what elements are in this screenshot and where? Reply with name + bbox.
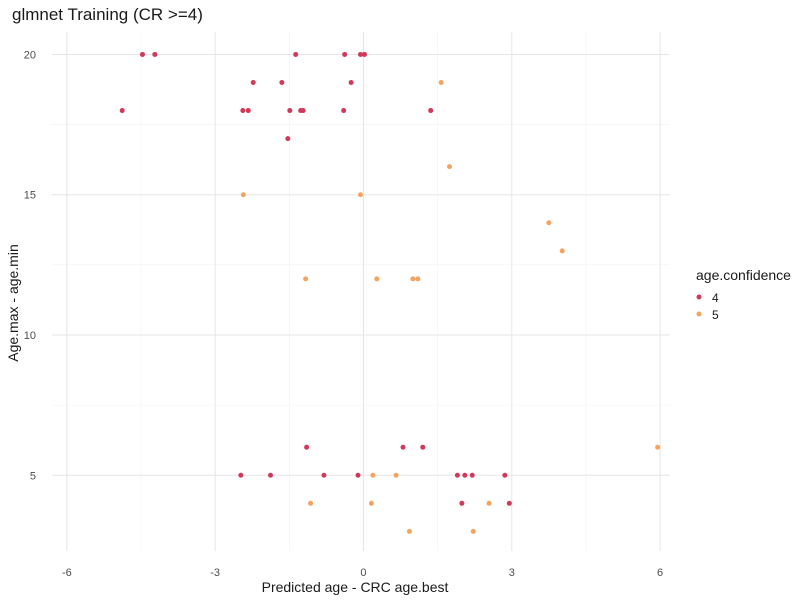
legend-marker-series-5: [696, 311, 702, 317]
data-point-series-5: [393, 472, 399, 478]
data-point-series-5: [308, 500, 314, 506]
data-point-series-4: [279, 79, 285, 85]
data-point-series-4: [361, 51, 367, 57]
data-point-series-5: [406, 528, 412, 534]
data-point-series-5: [368, 500, 374, 506]
data-point-series-5: [374, 276, 380, 282]
legend-marker-series-4: [696, 294, 702, 300]
data-point-series-4: [300, 108, 306, 114]
legend: age.confidence 4 5: [696, 267, 791, 322]
legend-title: age.confidence: [696, 267, 791, 283]
data-point-series-4: [341, 108, 347, 114]
data-point-series-5: [559, 248, 565, 254]
x-tick-label: -6: [62, 567, 72, 579]
y-tick-label: 20: [24, 49, 36, 61]
data-point-series-5: [438, 79, 444, 85]
data-point-series-4: [342, 51, 348, 57]
data-point-series-4: [462, 472, 468, 478]
data-point-series-4: [139, 51, 145, 57]
data-point-series-4: [506, 500, 512, 506]
axis-ticks: -6 -3 0 3 6 5 10 15 20: [24, 49, 663, 579]
data-point-series-4: [250, 79, 256, 85]
data-point-series-4: [245, 108, 251, 114]
data-point-series-5: [655, 444, 661, 450]
data-point-series-4: [268, 472, 274, 478]
data-point-series-5: [546, 220, 552, 226]
data-point-series-5: [410, 276, 416, 282]
y-tick-label: 15: [24, 190, 36, 202]
legend-label-series-5: 5: [712, 308, 719, 322]
data-point-series-5: [486, 500, 492, 506]
data-point-series-4: [454, 472, 460, 478]
data-point-series-4: [119, 108, 125, 114]
x-tick-label: 6: [657, 567, 663, 579]
data-point-series-4: [152, 51, 158, 57]
data-point-series-4: [287, 108, 293, 114]
data-point-series-4: [428, 108, 434, 114]
data-point-series-4: [321, 472, 327, 478]
data-point-series-4: [238, 472, 244, 478]
data-point-series-4: [420, 444, 426, 450]
x-tick-label: 0: [360, 567, 366, 579]
data-point-series-5: [470, 528, 476, 534]
data-point-series-5: [415, 276, 421, 282]
y-axis-title: Age.max - age.min: [5, 244, 21, 362]
data-point-series-4: [355, 472, 361, 478]
y-tick-label: 5: [30, 470, 36, 482]
data-points: [119, 51, 661, 534]
data-point-series-4: [304, 444, 310, 450]
data-point-series-4: [240, 108, 246, 114]
data-point-series-5: [303, 276, 309, 282]
data-point-series-4: [459, 500, 465, 506]
x-tick-label: 3: [509, 567, 515, 579]
data-point-series-5: [370, 472, 376, 478]
data-point-series-4: [285, 136, 291, 142]
data-point-series-5: [240, 192, 246, 198]
data-point-series-4: [348, 79, 354, 85]
x-tick-label: -3: [210, 567, 220, 579]
data-point-series-5: [446, 164, 452, 170]
grid-lines: [52, 32, 670, 551]
data-point-series-5: [358, 192, 364, 198]
data-point-series-4: [502, 472, 508, 478]
x-axis-title: Predicted age - CRC age.best: [262, 579, 449, 595]
y-tick-label: 10: [24, 330, 36, 342]
data-point-series-4: [400, 444, 406, 450]
chart-title: glmnet Training (CR >=4): [12, 5, 203, 24]
legend-label-series-4: 4: [712, 291, 719, 305]
data-point-series-4: [358, 51, 364, 57]
data-point-series-4: [469, 472, 475, 478]
data-point-series-4: [293, 51, 299, 57]
